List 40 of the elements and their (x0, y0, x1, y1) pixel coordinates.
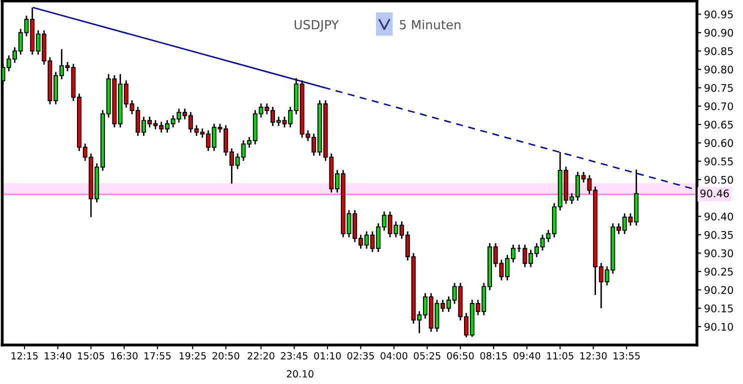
x-tick-label: 20:50 (212, 352, 240, 360)
y-tick-label: 90.80 (704, 66, 734, 74)
ref-line-label: 90.46 (700, 189, 729, 198)
x-tick-label: 19:25 (180, 352, 206, 360)
x-tick-label: 16:30 (111, 352, 138, 360)
y-tick-label: 90.50 (704, 176, 734, 184)
text: 5 Minuten (400, 20, 460, 30)
text: USDJPY (294, 20, 339, 32)
x-tick-label: 01:10 (314, 352, 341, 360)
x-tick-label: 08:15 (480, 352, 507, 360)
x-tick-label: 13:55 (614, 352, 640, 360)
y-tick-label: 90.55 (704, 157, 733, 166)
x-tick-label: 02:35 (347, 352, 374, 360)
y-tick-label: 90.65 (704, 120, 733, 129)
text: 20.10 (286, 370, 314, 378)
x-tick-label: 15:05 (78, 352, 104, 360)
y-tick-label: 90.85 (704, 47, 733, 56)
y-tick-label: 90.15 (704, 304, 733, 312)
y-tick-label: 90.95 (704, 10, 733, 18)
x-tick-label: 12:15 (12, 352, 38, 360)
y-tick-label: 90.40 (704, 212, 734, 220)
x-tick-label: 23:45 (280, 352, 308, 360)
x-tick-label: 11:05 (547, 352, 574, 360)
x-tick-label: 17:55 (144, 352, 171, 360)
y-tick-label: 90.20 (704, 286, 734, 294)
x-tick-label: 06:50 (447, 352, 474, 360)
x-tick-label: 05:25 (414, 352, 440, 360)
y-tick-label: 90.30 (704, 249, 734, 258)
y-tick-label: 90.90 (704, 28, 734, 37)
y-tick-label: 90.35 (704, 230, 733, 239)
y-tick-label: 90.60 (704, 139, 734, 147)
x-tick-label: 22:20 (248, 352, 274, 360)
x-tick-label: 04:00 (380, 352, 408, 360)
y-tick-label: 90.25 (704, 268, 733, 276)
y-tick-label: 90.75 (704, 84, 733, 92)
x-tick-label: 12:30 (580, 352, 607, 360)
x-tick-label: 13:40 (44, 352, 72, 360)
y-tick-label: 90.70 (704, 102, 734, 110)
y-tick-label: 90.10 (704, 322, 734, 331)
x-tick-label: 09:40 (514, 352, 540, 360)
